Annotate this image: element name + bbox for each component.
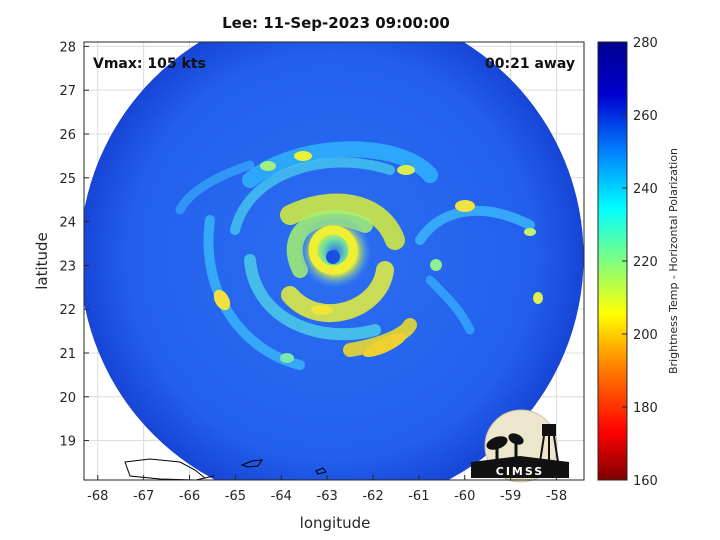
y-tick-label: 25 xyxy=(59,172,76,187)
coastline xyxy=(124,458,327,481)
x-tick-label: -58 xyxy=(546,489,567,504)
plot-frame xyxy=(83,41,585,481)
x-axis-ticks: -68 -67 -66 -65 -64 -63 -62 -61 -60 -59 -58 xyxy=(87,475,567,504)
x-tick-label: -64 xyxy=(271,489,292,504)
colorbar-tick-label: 200 xyxy=(633,328,658,343)
x-tick-label: -67 xyxy=(133,489,154,504)
colorbar-tick-label: 240 xyxy=(633,182,658,197)
colorbar-tick-label: 280 xyxy=(633,36,658,51)
cimss-logo: CIMSS xyxy=(471,409,569,483)
eyewall-ring xyxy=(308,225,358,275)
y-axis-ticks: 19 20 21 22 23 24 25 26 27 28 xyxy=(59,40,89,450)
vmax-annotation: Vmax: 105 kts xyxy=(93,56,206,72)
x-tick-label: -62 xyxy=(362,489,383,504)
x-tick-label: -63 xyxy=(317,489,338,504)
x-tick-label: -66 xyxy=(179,489,200,504)
colorbar-tick-label: 180 xyxy=(633,401,658,416)
x-tick-label: -60 xyxy=(454,489,475,504)
storm-eye xyxy=(326,250,340,264)
colorbar-ticks: 160 180 200 220 240 260 280 xyxy=(622,36,658,489)
y-tick-label: 22 xyxy=(59,303,76,318)
y-tick-label: 27 xyxy=(59,84,76,99)
satellite-swath xyxy=(84,42,584,480)
y-tick-label: 21 xyxy=(59,347,76,362)
figure-title: Lee: 11-Sep-2023 09:00:00 xyxy=(222,14,450,32)
y-axis-label: latitude xyxy=(33,232,51,290)
x-tick-label: -68 xyxy=(87,489,108,504)
colorbar-tick-label: 160 xyxy=(633,474,658,489)
y-tick-label: 23 xyxy=(59,259,76,274)
y-tick-label: 20 xyxy=(59,391,76,406)
y-tick-label: 26 xyxy=(59,128,76,143)
x-tick-label: -61 xyxy=(408,489,429,504)
cimss-logo-text: CIMSS xyxy=(496,465,544,478)
x-tick-label: -65 xyxy=(225,489,246,504)
colorbar-label: Brightness Temp - Horizontal Polarizatio… xyxy=(667,148,680,374)
x-axis-label: longitude xyxy=(300,514,371,532)
y-tick-label: 24 xyxy=(59,216,76,231)
colorbar-tick-label: 260 xyxy=(633,109,658,124)
deep-convection-spots xyxy=(213,151,543,363)
x-tick-label: -59 xyxy=(500,489,521,504)
time-offset-annotation: 00:21 away xyxy=(485,56,575,72)
y-tick-label: 28 xyxy=(59,40,76,55)
y-tick-label: 19 xyxy=(59,435,76,450)
colorbar-tick-label: 220 xyxy=(633,255,658,270)
